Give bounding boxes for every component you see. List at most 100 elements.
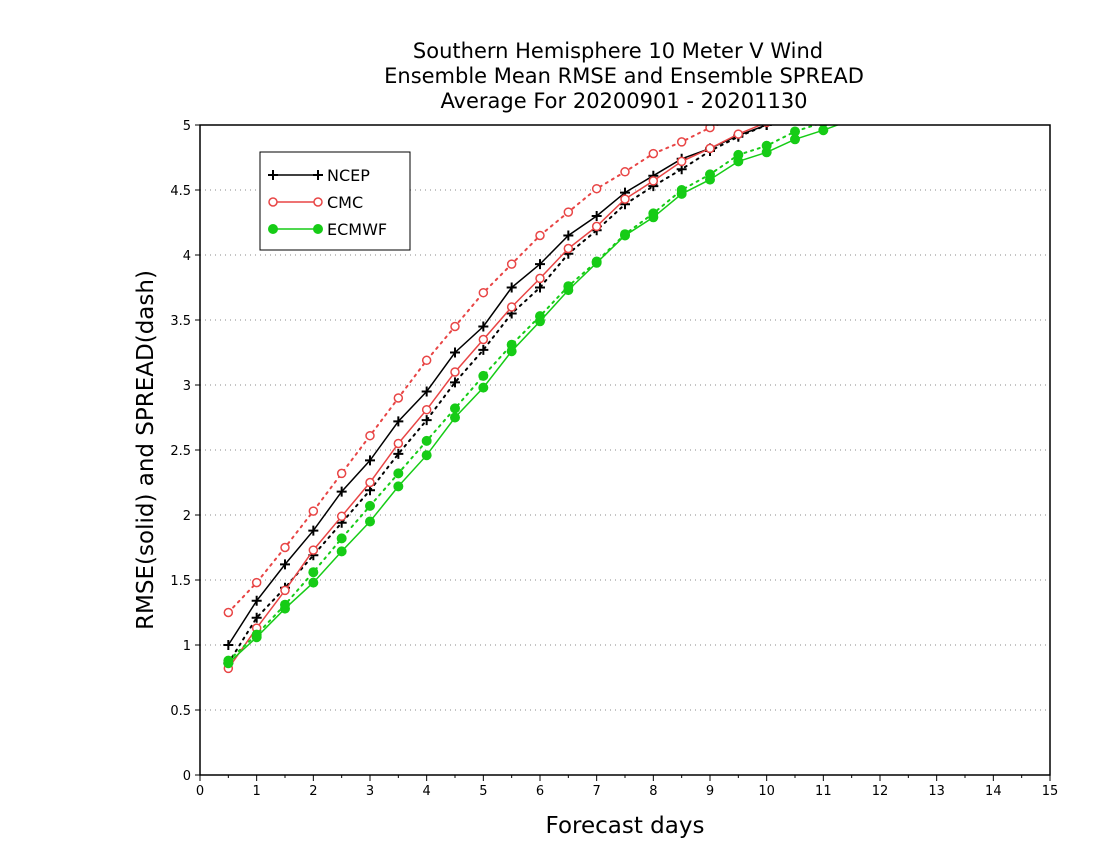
legend-marker	[268, 170, 278, 180]
ncep-spread-point	[535, 282, 545, 293]
y-tick-label: 4	[183, 249, 191, 264]
cmc-rmse-point	[591, 221, 602, 232]
x-tick-label: 7	[593, 784, 601, 799]
y-axis: 0 0.5 1 1.5 2 2.5 3 3.5 4 4.5 5	[170, 119, 200, 784]
ecmwf-rmse-point	[308, 577, 319, 588]
series-layer	[223, 87, 857, 674]
cmc-spread-point	[251, 577, 262, 588]
cmc-rmse-point	[308, 545, 319, 555]
chart-title-line-1: Southern Hemisphere 10 Meter V Wind	[413, 39, 823, 63]
cmc-rmse-point	[393, 438, 404, 449]
ecmwf-rmse-point	[336, 546, 347, 557]
ncep-rmse-point	[336, 486, 347, 497]
ecmwf-spread-point	[478, 370, 489, 381]
legend-label: ECMWF	[327, 220, 387, 239]
ncep-spread-point	[251, 612, 262, 623]
ncep-rmse-point	[818, 101, 828, 111]
cmc-spread-point	[365, 430, 375, 441]
y-tick-label: 0	[183, 769, 191, 784]
ncep-spread-point	[761, 125, 772, 130]
cmc-rmse-point	[336, 511, 347, 522]
cmc-rmse-point	[535, 273, 545, 284]
x-tick-label: 5	[479, 784, 487, 799]
cmc-rmse-point	[280, 585, 290, 596]
cmc-spread-point	[591, 183, 602, 194]
ecmwf-spread-series	[223, 125, 828, 666]
legend: NCEP CMC ECMWF	[259, 151, 411, 251]
cmc-rmse-point	[563, 243, 574, 254]
cmc-rmse-point	[648, 176, 659, 186]
x-tick-label: 11	[815, 784, 832, 799]
ncep-rmse-point	[535, 259, 545, 270]
x-tick-label: 8	[649, 784, 657, 799]
ncep-rmse-point	[393, 416, 404, 427]
ncep-spread-point	[393, 448, 404, 459]
cmc-spread-point	[648, 148, 659, 159]
x-tick-label: 12	[872, 784, 889, 799]
cmc-spread-point	[676, 137, 687, 147]
ecmwf-spread-point	[705, 169, 715, 180]
ncep-spread-point	[421, 415, 432, 426]
ecmwf-spread-point	[676, 185, 687, 195]
x-tick-label: 0	[196, 784, 204, 799]
legend-item-cmc: CMC	[268, 193, 363, 212]
legend-marker	[268, 197, 278, 207]
cmc-spread-point	[336, 468, 347, 479]
x-tick-label: 1	[253, 784, 261, 799]
y-tick-label: 2	[183, 509, 191, 524]
x-tick-label: 4	[423, 784, 431, 799]
ecmwf-rmse-point	[478, 382, 489, 393]
ncep-rmse-point	[365, 455, 375, 466]
ncep-spread-point	[478, 344, 489, 355]
cmc-spread-point	[734, 113, 742, 121]
cmc-rmse-point	[450, 367, 460, 377]
ncep-spread-point	[847, 94, 857, 104]
legend-label: CMC	[327, 193, 363, 212]
y-tick-label: 4.5	[170, 184, 191, 199]
cmc-spread-point	[308, 506, 319, 516]
legend-marker	[313, 170, 323, 180]
cmc-spread-point	[819, 92, 827, 100]
ecmwf-spread-point	[733, 149, 744, 160]
y-tick-label: 0.5	[170, 704, 191, 719]
ncep-rmse-point	[450, 347, 460, 358]
legend-box	[259, 151, 411, 251]
y-tick-label: 3	[183, 379, 191, 394]
ecmwf-spread-point	[336, 533, 347, 544]
ecmwf-spread-point	[393, 468, 404, 479]
x-tick-label: 15	[1042, 784, 1059, 799]
cmc-spread-point	[450, 321, 460, 332]
cmc-spread-point	[848, 87, 856, 95]
ecmwf-spread-point	[280, 599, 290, 610]
cmc-rmse-series	[223, 92, 856, 674]
legend-item-ecmwf: ECMWF	[268, 220, 387, 239]
cmc-spread-point	[705, 125, 715, 133]
gridlines	[200, 189, 1050, 711]
ecmwf-spread-point	[591, 256, 602, 267]
ncep-rmse-point	[280, 559, 290, 570]
ncep-rmse-point	[251, 595, 262, 606]
ecmwf-spread-point	[790, 126, 800, 137]
ncep-rmse-point	[591, 211, 602, 221]
cmc-rmse-point	[676, 156, 687, 167]
ecmwf-rmse-point	[393, 481, 404, 492]
ecmwf-spread-point	[223, 655, 234, 666]
legend-marker	[313, 197, 323, 207]
x-tick-label: 10	[758, 784, 775, 799]
x-tick-label: 6	[536, 784, 544, 799]
cmc-spread-point	[535, 230, 545, 241]
cmc-spread-point	[223, 607, 234, 618]
cmc-spread-point	[506, 259, 517, 269]
cmc-spread-point	[280, 542, 290, 553]
ecmwf-spread-point	[535, 311, 545, 322]
x-tick-label: 2	[309, 784, 317, 799]
ecmwf-spread-point	[648, 208, 659, 219]
cmc-rmse-point	[478, 334, 489, 345]
cmc-rmse-point	[819, 100, 827, 108]
ecmwf-spread-point	[308, 567, 319, 578]
x-tick-label: 9	[706, 784, 714, 799]
ecmwf-rmse-point	[421, 450, 432, 461]
ncep-rmse-point	[223, 640, 234, 650]
cmc-rmse-point	[848, 92, 856, 100]
